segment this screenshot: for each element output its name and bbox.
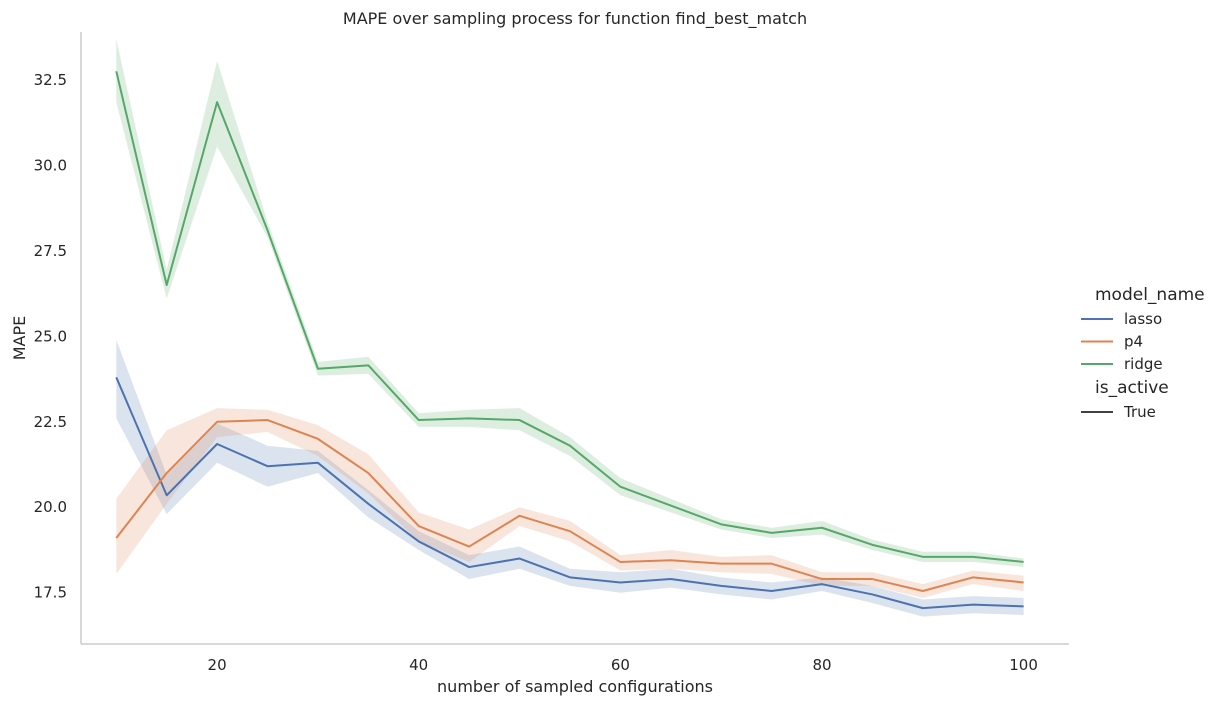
- series-line-p4: [115, 419, 1024, 593]
- ci-band-lasso: [116, 339, 1024, 617]
- x-tick-label: 60: [611, 656, 630, 674]
- series-line-ridge: [115, 71, 1024, 563]
- y-tick-label: 20.0: [34, 498, 67, 516]
- x-tick-label: 80: [812, 656, 831, 674]
- legend-style-label: True: [1123, 403, 1156, 421]
- y-tick-label: 22.5: [34, 413, 67, 431]
- x-tick-labels: 20 40 60 80 100: [208, 656, 1038, 674]
- plot-area: [115, 38, 1024, 617]
- legend-hue-entries: lasso p4 ridge: [1081, 310, 1163, 373]
- y-axis-title: MAPE: [10, 316, 29, 361]
- legend-style-title: is_active: [1095, 378, 1169, 398]
- x-tick-label: 20: [208, 656, 227, 674]
- y-tick-label: 30.0: [34, 156, 67, 174]
- y-tick-label: 25.0: [34, 327, 67, 345]
- y-tick-label: 32.5: [34, 71, 67, 89]
- y-tick-labels: 17.5 20.0 22.5 25.0 27.5 30.0 32.5: [34, 71, 67, 602]
- x-axis-title: number of sampled configurations: [437, 677, 713, 696]
- legend-label-lasso: lasso: [1124, 310, 1162, 328]
- legend-label-ridge: ridge: [1124, 355, 1163, 373]
- y-tick-label: 17.5: [34, 584, 67, 602]
- x-tick-label: 100: [1009, 656, 1038, 674]
- ci-band-ridge: [116, 38, 1024, 568]
- legend: model_name lasso p4 ridge is_active True: [1081, 285, 1205, 421]
- legend-hue-title: model_name: [1095, 285, 1205, 305]
- x-tick-label: 40: [409, 656, 428, 674]
- series-line-lasso: [115, 376, 1024, 610]
- y-tick-label: 27.5: [34, 242, 67, 260]
- legend-label-p4: p4: [1124, 333, 1143, 351]
- chart-title: MAPE over sampling process for function …: [343, 9, 807, 29]
